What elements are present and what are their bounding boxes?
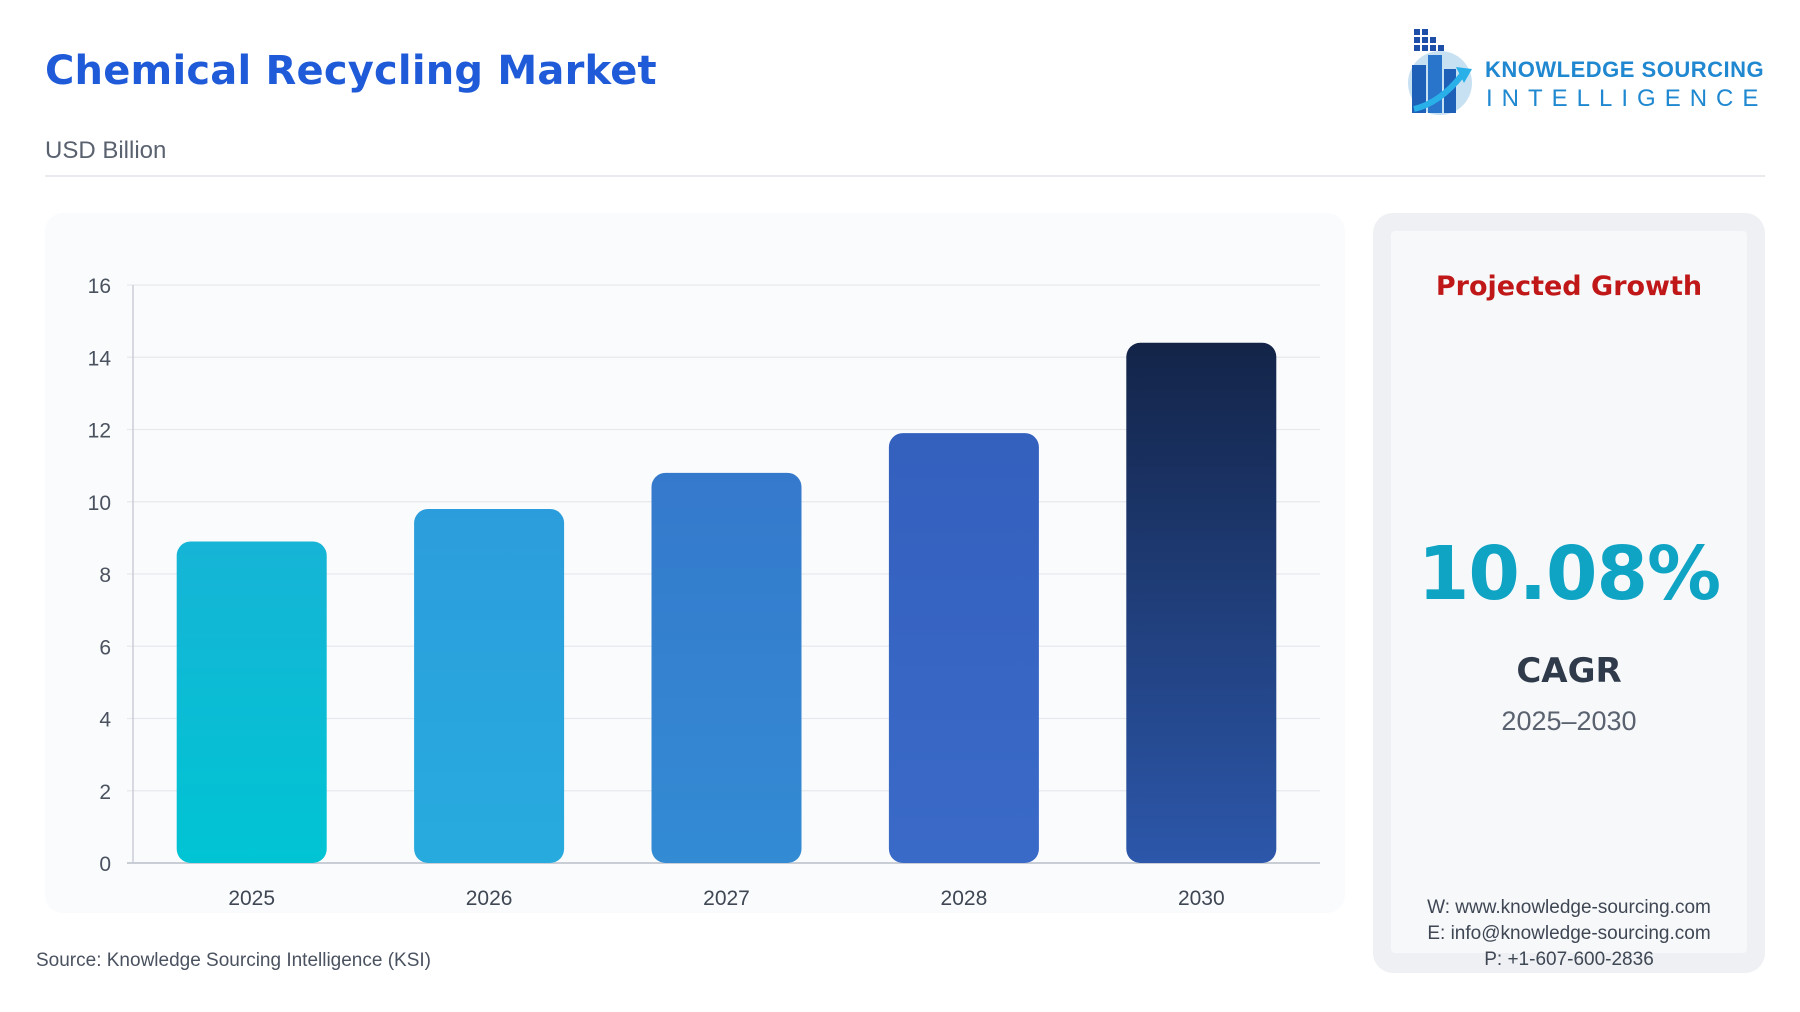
y-tick-label: 6 bbox=[99, 636, 111, 659]
growth-panel-inner: Projected Growth 10.08% CAGR 2025–2030 W… bbox=[1391, 231, 1747, 970]
panel-heading: Projected Growth bbox=[1435, 271, 1703, 302]
contact-website: W: www.knowledge-sourcing.com bbox=[1427, 897, 1711, 918]
y-tick-label: 4 bbox=[99, 709, 111, 732]
y-tick-label: 16 bbox=[88, 275, 111, 298]
company-logo: KNOWLEDGE SOURCING INTELLIGENCE bbox=[1400, 25, 1770, 120]
source-note: Source: Knowledge Sourcing Intelligence … bbox=[36, 950, 432, 971]
bar-chart: 0 2 4 6 8 10 12 14 16 2025 2026 2027 2028 2030 bbox=[88, 275, 1320, 910]
growth-panel: Projected Growth 10.08% CAGR 2025–2030 W… bbox=[1373, 213, 1765, 973]
x-tick-label: 2026 bbox=[466, 887, 513, 910]
bar-2028 bbox=[888, 433, 1039, 863]
building-arrow-globe-icon bbox=[1408, 29, 1472, 115]
chart-card: 0 2 4 6 8 10 12 14 16 2025 2026 2027 2028 2030 bbox=[45, 213, 1345, 913]
cagr-value: 10.08% bbox=[1417, 531, 1721, 617]
logo-text-line2: INTELLIGENCE bbox=[1486, 85, 1768, 112]
header-divider bbox=[45, 175, 1765, 177]
bar-2030 bbox=[1126, 342, 1277, 863]
y-tick-label: 8 bbox=[99, 564, 111, 587]
y-tick-label: 14 bbox=[88, 347, 112, 370]
cagr-period: 2025–2030 bbox=[1501, 706, 1637, 736]
x-tick-label: 2028 bbox=[941, 887, 988, 910]
bar-2027 bbox=[651, 472, 802, 863]
contact-email: E: info@knowledge-sourcing.com bbox=[1427, 923, 1711, 944]
bar-2026 bbox=[414, 508, 565, 863]
contact-phone: P: +1-607-600-2836 bbox=[1484, 949, 1654, 970]
x-tick-label: 2030 bbox=[1178, 887, 1225, 910]
y-tick-label: 10 bbox=[88, 492, 111, 515]
x-tick-label: 2025 bbox=[228, 887, 275, 910]
chart-unit-subtitle: USD Billion bbox=[45, 137, 167, 164]
bar-2025 bbox=[176, 541, 327, 863]
y-tick-label: 0 bbox=[99, 853, 111, 876]
x-tick-label: 2027 bbox=[703, 887, 750, 910]
cagr-label: CAGR bbox=[1516, 651, 1622, 691]
y-tick-label: 12 bbox=[88, 420, 111, 443]
logo-text-line1: KNOWLEDGE SOURCING bbox=[1485, 57, 1765, 82]
y-tick-label: 2 bbox=[99, 781, 111, 804]
chart-title: Chemical Recycling Market bbox=[45, 48, 657, 94]
